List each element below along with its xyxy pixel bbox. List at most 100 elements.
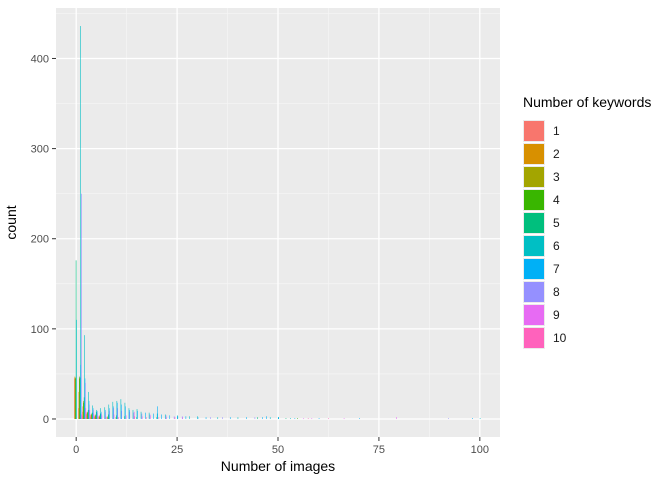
bar-keywords-5 [91,412,93,419]
bar-keywords-7 [278,417,280,419]
legend-item: 1 [523,119,651,142]
bar-keywords-6 [108,404,110,419]
bar-keywords-10 [97,416,99,419]
bar-keywords-2 [82,406,84,419]
bar-keywords-3 [91,414,92,419]
bar-keywords-7 [129,409,130,419]
bar-keywords-8 [133,412,135,419]
bar-keywords-7 [169,415,171,419]
bar-keywords-4 [79,376,81,419]
bar-keywords-1 [74,378,75,419]
bar-keywords-6 [189,416,190,419]
legend-swatch [524,212,544,233]
bar-keywords-10 [93,415,95,419]
bar-keywords-3 [99,416,100,419]
bar-keywords-2 [74,376,76,419]
bar-keywords-5 [108,414,109,419]
legend-item: 5 [523,211,651,234]
y-tick-label: 300 [31,144,49,156]
bar-keywords-5 [124,416,125,419]
bar-keywords-10 [134,416,135,419]
bar-keywords-9 [141,416,143,419]
legend-item: 7 [523,257,651,280]
bar-keywords-9 [85,408,87,419]
legend-key [523,234,545,257]
bar-keywords-6 [479,418,481,419]
x-tick-label: 100 [471,444,489,456]
bar-keywords-4 [115,417,117,419]
x-tick-label: 25 [171,444,183,456]
bar-keywords-4 [91,413,93,419]
bar-keywords-8 [81,193,82,419]
legend-key [523,257,545,280]
bar-keywords-3 [74,377,76,419]
bar-keywords-2 [98,417,100,419]
bar-keywords-6 [132,409,134,419]
bar-keywords-6 [128,408,130,419]
bar-keywords-6 [278,417,279,419]
legend-label: 5 [553,215,560,230]
bar-keywords-6 [177,415,178,419]
y-tick-label: 200 [31,234,49,246]
bar-keywords-8 [113,408,114,419]
bar-keywords-5 [257,417,259,419]
bar-keywords-8 [448,418,449,419]
legend-label: 3 [553,169,560,184]
bar-keywords-6 [156,413,158,419]
legend-items: 1 2 3 4 5 6 7 8 9 10 [523,119,651,349]
bar-keywords-4 [99,415,101,419]
bar-keywords-4 [107,416,109,419]
legend-label: 7 [553,261,560,276]
x-tick-label: 75 [373,444,385,456]
bar-keywords-3 [107,417,108,419]
bar-keywords-8 [181,416,183,419]
legend-key [523,303,545,326]
legend: Number of keywords 1 2 3 4 5 6 7 8 9 10 [523,94,651,349]
bar-keywords-10 [328,418,329,419]
legend-label: 4 [553,192,560,207]
legend-label: 2 [553,146,560,161]
bar-keywords-7 [197,417,199,419]
legend-key [523,165,545,188]
bar-keywords-7 [96,410,98,419]
bar-keywords-1 [94,417,95,419]
bar-keywords-10 [81,416,83,419]
bar-keywords-10 [146,417,148,419]
bar-keywords-6 [148,412,150,419]
legend-key [523,280,545,303]
bar-keywords-9 [113,414,115,419]
legend-item: 2 [523,142,651,165]
x-tick-label: 50 [272,444,284,456]
bar-keywords-6 [88,391,89,419]
bar-keywords-6 [136,409,138,419]
bar-keywords-10 [158,417,160,419]
bar-keywords-9 [311,418,313,419]
bar-keywords-8 [254,417,256,419]
y-tick-label: 100 [31,324,49,336]
bar-keywords-1 [82,411,83,419]
bar-keywords-7 [294,418,296,419]
bar-keywords-5 [83,397,85,419]
bar-keywords-8 [222,417,223,419]
bar-keywords-3 [87,411,88,419]
bar-keywords-6 [164,414,166,419]
bars [74,26,481,419]
bar-keywords-6 [140,411,142,419]
bar-keywords-6 [197,416,198,419]
bar-keywords-4 [297,418,298,419]
bar-keywords-10 [106,417,107,419]
bar-keywords-8 [210,417,211,419]
bar-keywords-7 [266,416,267,419]
legend-swatch [524,327,544,348]
bar-keywords-7 [88,400,90,419]
bar-keywords-7 [104,409,106,419]
bar-keywords-9 [89,409,91,419]
bar-keywords-4 [83,402,85,419]
bar-keywords-7 [472,418,473,419]
bar-keywords-9 [125,415,127,419]
bar-keywords-8 [165,415,167,419]
bar-keywords-7 [125,406,126,419]
bar-keywords-7 [120,404,122,419]
bar-keywords-7 [112,406,114,419]
